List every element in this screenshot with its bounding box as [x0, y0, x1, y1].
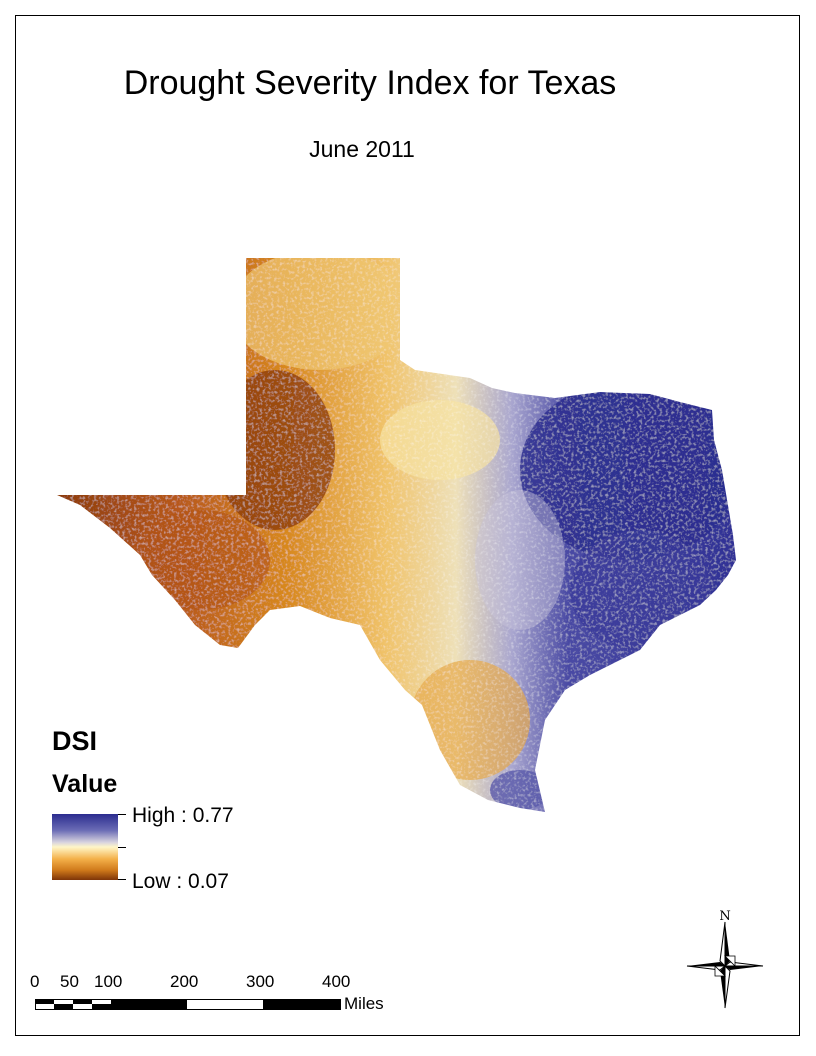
- scale-tick-label: 50: [60, 972, 79, 991]
- legend-low-label: Low : 0.07: [132, 870, 229, 893]
- legend-tick-high: [118, 814, 126, 815]
- map-subtitle: June 2011: [309, 136, 415, 162]
- scale-tick-label: 0: [30, 972, 40, 991]
- legend-tick-low: [118, 879, 126, 880]
- north-label: N: [719, 909, 730, 924]
- legend-title: DSI: [52, 726, 98, 756]
- scale-tick-label: 200: [170, 972, 199, 991]
- map-title: Drought Severity Index for Texas: [123, 64, 617, 102]
- scale-bar: [35, 999, 341, 1010]
- legend-color-ramp: [52, 814, 118, 880]
- legend-high-label: High : 0.77: [132, 804, 234, 827]
- legend-subtitle: Value: [52, 770, 118, 798]
- scale-unit-label: Miles: [344, 994, 384, 1013]
- scale-tick-label: 100: [94, 972, 123, 991]
- compass-north-arrow-icon: N: [686, 909, 764, 1009]
- scale-tick-label: 300: [246, 972, 275, 991]
- map-frame: [15, 15, 800, 1036]
- legend-tick-mid: [118, 847, 126, 848]
- scale-tick-label: 400: [322, 972, 351, 991]
